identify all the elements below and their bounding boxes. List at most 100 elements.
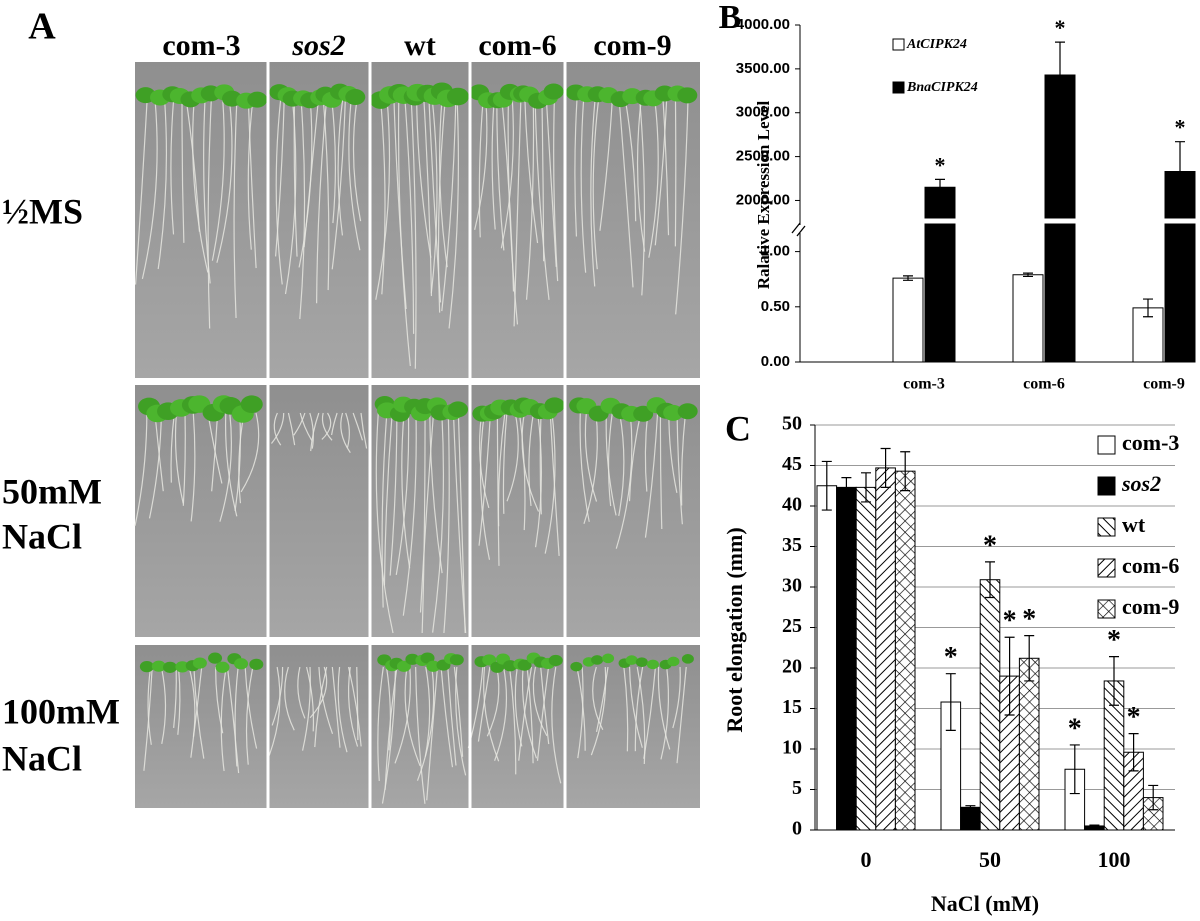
root — [240, 412, 260, 493]
root — [301, 666, 311, 751]
root — [394, 666, 411, 764]
error-bar — [861, 472, 871, 503]
root — [536, 666, 550, 761]
root — [314, 666, 328, 748]
legend-swatch — [892, 38, 905, 51]
root — [190, 412, 196, 522]
error-bar — [1004, 636, 1015, 716]
error-bar — [1089, 824, 1100, 828]
root — [384, 666, 398, 790]
significance-star: * — [1127, 702, 1141, 733]
root — [331, 412, 338, 436]
root — [506, 412, 519, 502]
root — [402, 412, 417, 616]
x-tick-label: com-3 — [903, 376, 945, 393]
root — [518, 666, 533, 761]
root — [360, 412, 368, 449]
seedling — [602, 653, 615, 664]
seedling — [681, 654, 694, 664]
root — [293, 99, 298, 257]
y-tick-label: 2500.00 — [736, 148, 790, 165]
root — [496, 99, 505, 251]
root — [337, 666, 348, 753]
root — [416, 99, 432, 258]
root — [668, 412, 678, 494]
seedling — [667, 656, 680, 667]
root — [457, 412, 466, 634]
root — [634, 666, 644, 752]
root — [526, 666, 534, 764]
legend-swatch — [1097, 517, 1116, 537]
bar — [855, 486, 877, 831]
root — [500, 99, 514, 249]
legend-swatch — [1097, 599, 1116, 619]
seedling — [396, 660, 411, 672]
root — [474, 99, 488, 230]
root — [219, 412, 232, 522]
y-tick-label: 20 — [782, 656, 802, 678]
root — [177, 666, 181, 735]
root — [352, 412, 364, 441]
root — [624, 99, 637, 222]
root — [419, 412, 435, 613]
root — [157, 99, 168, 270]
root — [316, 99, 328, 304]
root — [321, 412, 332, 440]
root — [375, 99, 391, 300]
error-bar — [1128, 733, 1139, 772]
root — [483, 666, 500, 762]
bar — [924, 186, 956, 363]
root — [447, 666, 457, 766]
y-tick-label: 3000.00 — [736, 104, 790, 121]
y-tick-label: 35 — [782, 534, 802, 556]
legend-swatch — [1097, 558, 1116, 578]
root — [662, 99, 670, 236]
root — [514, 666, 523, 747]
root — [440, 666, 454, 768]
root — [247, 99, 254, 250]
root — [654, 99, 668, 246]
root — [220, 666, 227, 772]
root — [455, 666, 467, 776]
bar — [836, 486, 857, 831]
column-label: com-6 — [478, 29, 556, 62]
root — [309, 412, 314, 449]
panel-label: A — [28, 6, 56, 48]
x-tick-label: com-6 — [1023, 376, 1065, 393]
seedling — [517, 659, 532, 671]
axis-break-gap — [792, 225, 806, 233]
significance-star: * — [1068, 713, 1082, 744]
seedling — [345, 89, 366, 106]
y-tick-label: 4000.00 — [736, 16, 790, 33]
root — [448, 99, 460, 329]
seedling — [625, 655, 638, 665]
column-label: wt — [404, 29, 436, 62]
root — [494, 666, 508, 761]
bar — [875, 467, 896, 831]
root — [293, 412, 306, 436]
root — [375, 412, 394, 634]
root — [174, 412, 184, 504]
column-label: sos2 — [291, 29, 345, 62]
root — [148, 412, 162, 519]
root — [381, 412, 388, 608]
root — [234, 412, 241, 511]
y-tick-label: 45 — [782, 453, 802, 475]
root — [268, 666, 281, 756]
error-bar — [903, 275, 913, 281]
root — [299, 412, 313, 441]
root — [410, 99, 417, 369]
root — [618, 99, 634, 288]
y-tick-label: 30 — [782, 575, 802, 597]
root — [284, 666, 295, 731]
root — [160, 666, 167, 745]
bar — [816, 485, 838, 831]
root — [657, 666, 671, 750]
root — [577, 666, 584, 759]
legend-label: com-6 — [1122, 553, 1179, 578]
root — [443, 412, 450, 634]
root — [389, 412, 398, 576]
y-axis-label: Root elongation (mm) — [722, 527, 747, 732]
root — [134, 412, 148, 526]
